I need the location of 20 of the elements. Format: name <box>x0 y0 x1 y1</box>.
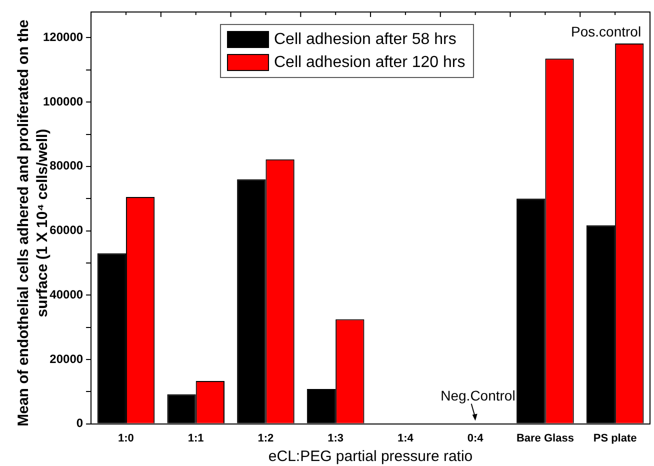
x-tick-label: 1:0 <box>118 432 134 444</box>
x-tick-label: 0:4 <box>467 432 484 444</box>
y-tick-label: 0 <box>76 416 84 430</box>
x-tick-label: 1:1 <box>188 432 204 444</box>
y-tick-label: 120000 <box>42 30 84 44</box>
annotation: Neg.Control <box>440 388 516 404</box>
y-tick-label: 20000 <box>50 352 84 366</box>
x-tick-label: 1:2 <box>258 432 274 444</box>
x-tick-label: PS plate <box>593 432 637 444</box>
y-tick-label: 40000 <box>50 287 84 302</box>
legend-label: Cell adhesion after 58 hrs <box>274 30 456 48</box>
y-tick-label: 100000 <box>42 94 84 108</box>
legend-label: Cell adhesion after 120 hrs <box>274 54 466 72</box>
y-tick-label: 80000 <box>50 158 84 173</box>
x-tick-label: 1:4 <box>398 432 414 444</box>
x-tick-label: Bare Glass <box>516 432 574 444</box>
x-tick-label: 1:3 <box>328 432 344 444</box>
x-axis-title: eCL:PEG partial pressure ratio <box>268 448 473 466</box>
y-tick-label: 60000 <box>50 223 84 238</box>
annotation: Pos.control <box>571 23 642 40</box>
